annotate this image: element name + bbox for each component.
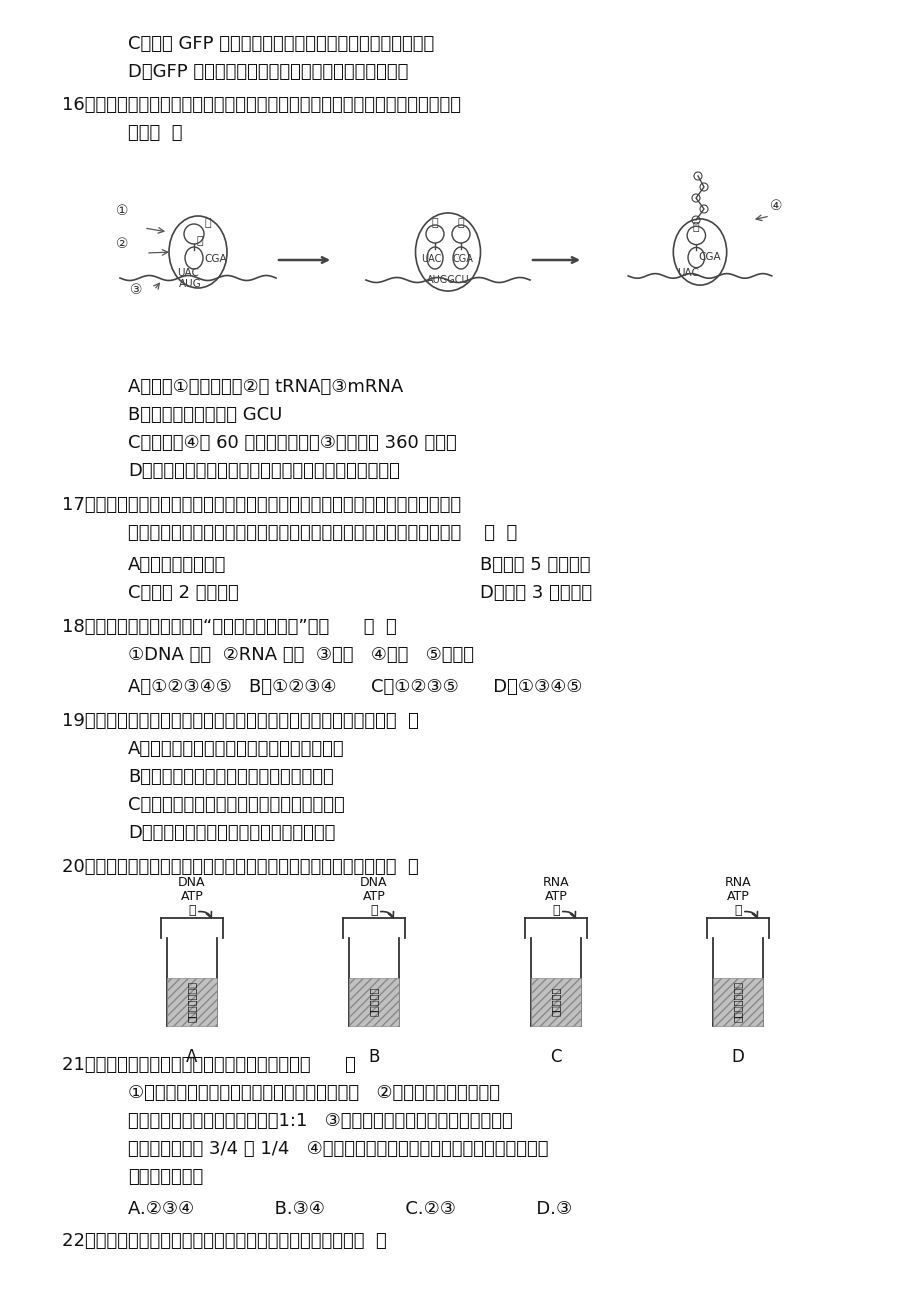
Text: 酶: 酶 — [369, 904, 378, 917]
Text: ATP: ATP — [180, 891, 203, 904]
Text: C: C — [550, 1048, 562, 1066]
Text: 脱氧核糖核苷酸: 脱氧核糖核苷酸 — [732, 982, 743, 1022]
Text: 酶: 酶 — [188, 904, 196, 917]
Text: C．由于 GFP 会发出萤光，故其合成时进行了逆转录的过程: C．由于 GFP 会发出萤光，故其合成时进行了逆转录的过程 — [128, 35, 434, 53]
Text: A．图中①是核糖体，②是 tRNA，③mRNA: A．图中①是核糖体，②是 tRNA，③mRNA — [128, 378, 403, 396]
Text: DNA: DNA — [178, 876, 206, 889]
Text: 丙: 丙 — [204, 217, 211, 228]
Text: A．所有基因都能进行表达，产生相应的性状: A．所有基因都能进行表达，产生相应的性状 — [128, 740, 345, 758]
Text: DNA: DNA — [360, 876, 387, 889]
Text: D．GFP 可以整合到细胞膜表面用于癌细胞的标记定位: D．GFP 可以整合到细胞膜表面用于癌细胞的标记定位 — [128, 62, 408, 81]
Text: CGA: CGA — [204, 254, 227, 264]
Text: 白花三种表现型: 白花三种表现型 — [128, 1168, 203, 1186]
Text: 19、下面有关基因、蛋白质和性状三者间关系的叙述中，错误的是（  ）: 19、下面有关基因、蛋白质和性状三者间关系的叙述中，错误的是（ ） — [62, 712, 418, 730]
Text: C．生物体内蛋白质是在基因的指导下合成的: C．生物体内蛋白质是在基因的指导下合成的 — [128, 796, 345, 814]
Bar — [348, 978, 399, 1026]
Text: AUGGCU: AUGGCU — [426, 275, 469, 285]
Text: CGA: CGA — [452, 254, 473, 264]
Text: C．缺失 2 个碘基对: C．缺失 2 个碘基对 — [128, 585, 239, 602]
Text: 甲: 甲 — [431, 217, 437, 228]
Text: 丙: 丙 — [457, 217, 464, 228]
Text: UAC: UAC — [676, 268, 698, 279]
Text: 18．下列各项过程中，遵循“碘基互补配对原则”的有      （  ）: 18．下列各项过程中，遵循“碘基互补配对原则”的有 （ ） — [62, 618, 396, 635]
Text: ③: ③ — [130, 283, 142, 297]
Text: 皳粒豌豆分别占 3/4 和 1/4   ④开粉色花的紫茌莉自交，后代出现红花、粉花、: 皳粒豌豆分别占 3/4 和 1/4 ④开粉色花的紫茌莉自交，后代出现红花、粉花、 — [128, 1141, 548, 1157]
Text: B．丙氨酸的密码子是 GCU: B．丙氨酸的密码子是 GCU — [128, 406, 282, 424]
Text: CGA: CGA — [698, 253, 720, 262]
Text: D．该图表示的是基因控制蛋白质合成过程中的翳译过程: D．该图表示的是基因控制蛋白质合成过程中的翳译过程 — [128, 462, 400, 480]
Text: 甲: 甲 — [197, 236, 203, 246]
Text: 脱氧核糖核苷酸: 脱氧核糖核苷酸 — [187, 982, 197, 1022]
Text: B．生物体的性状受基因和环境的共同影响: B．生物体的性状受基因和环境的共同影响 — [128, 768, 334, 786]
Text: ④: ④ — [769, 199, 781, 214]
Text: RNA: RNA — [724, 876, 751, 889]
Text: ATP: ATP — [726, 891, 749, 904]
Text: 的是（  ）: 的是（ ） — [128, 124, 182, 142]
Text: A.②③④              B.③④              C.②③              D.③: A.②③④ B.③④ C.②③ D.③ — [128, 1200, 572, 1217]
Text: B．增加 5 个碘基对: B．增加 5 个碘基对 — [480, 556, 590, 574]
Text: RNA: RNA — [542, 876, 569, 889]
Text: 点的附近，再发生下列哪种情况有可能对其编码的蛋白质结构影响最小    （  ）: 点的附近，再发生下列哪种情况有可能对其编码的蛋白质结构影响最小 （ ） — [128, 523, 516, 542]
Text: 20、下列试管中可模拟遗传信息的流动，其中模拟逆转录过程的是（  ）: 20、下列试管中可模拟遗传信息的流动，其中模拟逆转录过程的是（ ） — [62, 858, 418, 876]
Text: 酶: 酶 — [733, 904, 741, 917]
Text: 22、孟德尔做了如下图所示的杂交实验，以下描述正确的是（  ）: 22、孟德尔做了如下图所示的杂交实验，以下描述正确的是（ ） — [62, 1232, 386, 1250]
Text: C．若图中④含 60 个组成单位，则③至少含有 360 个碘基: C．若图中④含 60 个组成单位，则③至少含有 360 个碘基 — [128, 434, 456, 452]
Text: D: D — [731, 1048, 743, 1066]
Bar — [712, 978, 762, 1026]
Text: 甲: 甲 — [692, 223, 698, 232]
Text: UAC: UAC — [176, 268, 199, 279]
Text: D．蛋白质的结构可以直接影响生物的性状: D．蛋白质的结构可以直接影响生物的性状 — [128, 824, 335, 842]
Text: UAC: UAC — [420, 254, 441, 264]
Text: ATP: ATP — [362, 891, 385, 904]
Text: B: B — [368, 1048, 380, 1066]
Text: ATP: ATP — [544, 891, 567, 904]
Text: 核糖核苷酸: 核糖核苷酸 — [369, 987, 379, 1017]
Text: 酶: 酶 — [551, 904, 559, 917]
Text: A．置换单个碘基对: A．置换单个碘基对 — [128, 556, 226, 574]
Text: 21．在下列遗传实例中，属于性状分离现象的是（      ）: 21．在下列遗传实例中，属于性状分离现象的是（ ） — [62, 1056, 356, 1074]
Text: 16．观察下列蛋白质合成示意图（图中甲表示甲硫氨酸，丙表示丙氨酸），不正确: 16．观察下列蛋白质合成示意图（图中甲表示甲硫氨酸，丙表示丙氨酸），不正确 — [62, 96, 460, 115]
Text: A: A — [187, 1048, 198, 1066]
Text: 17．原核生物中某一基因的控制蛋白质合成区起始端缺失了一个碘基对。在缺失位: 17．原核生物中某一基因的控制蛋白质合成区起始端缺失了一个碘基对。在缺失位 — [62, 496, 460, 514]
Text: 交，后代有高有矮，数量比接近1:1   ③圆粒豌豆的自交后代中，圆粒豌豆与: 交，后代有高有矮，数量比接近1:1 ③圆粒豌豆的自交后代中，圆粒豌豆与 — [128, 1112, 512, 1130]
Text: 核糖核苷酸: 核糖核苷酸 — [550, 987, 561, 1017]
Text: ①: ① — [116, 204, 128, 217]
Text: ②: ② — [116, 237, 128, 251]
Text: AUG: AUG — [178, 279, 201, 289]
Text: D．缺失 3 个碘基对: D．缺失 3 个碘基对 — [480, 585, 592, 602]
Text: ①高茎豌豆与矮茎豌豆杂交，后代全为高茎豌豆   ②高茎豌豆与矮茎豌豆杂: ①高茎豌豆与矮茎豌豆杂交，后代全为高茎豌豆 ②高茎豌豆与矮茎豌豆杂 — [128, 1085, 499, 1101]
Text: A．①②③④⑤   B．①②③④      C．①②③⑤      D．①③④⑤: A．①②③④⑤ B．①②③④ C．①②③⑤ D．①③④⑤ — [128, 678, 582, 697]
Text: ①DNA 复制  ②RNA 复制  ③转录   ④翳译   ⑤逆转录: ①DNA 复制 ②RNA 复制 ③转录 ④翳译 ⑤逆转录 — [128, 646, 473, 664]
Bar — [167, 978, 217, 1026]
Bar — [530, 978, 581, 1026]
